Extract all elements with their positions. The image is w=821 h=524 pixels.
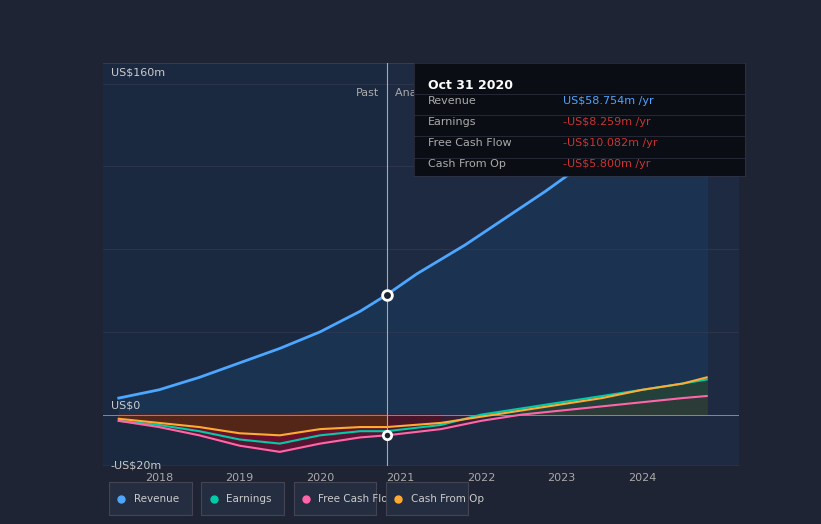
Text: 2019: 2019 bbox=[226, 473, 254, 483]
Text: Earnings: Earnings bbox=[226, 494, 272, 504]
Bar bbox=[103, 63, 387, 466]
Text: Revenue: Revenue bbox=[428, 96, 476, 106]
Text: Cash From Op: Cash From Op bbox=[410, 494, 484, 504]
Text: Oct 31 2020: Oct 31 2020 bbox=[428, 79, 512, 92]
Text: Revenue: Revenue bbox=[134, 494, 179, 504]
Text: 2020: 2020 bbox=[306, 473, 334, 483]
Text: 2024: 2024 bbox=[628, 473, 657, 483]
Text: Free Cash Flow: Free Cash Flow bbox=[428, 138, 511, 148]
Text: -US$8.259m /yr: -US$8.259m /yr bbox=[563, 117, 651, 127]
Text: US$160m: US$160m bbox=[111, 68, 165, 78]
Text: 2023: 2023 bbox=[548, 473, 576, 483]
Text: -US$20m: -US$20m bbox=[111, 460, 162, 470]
Text: -US$10.082m /yr: -US$10.082m /yr bbox=[563, 138, 658, 148]
Text: Free Cash Flow: Free Cash Flow bbox=[319, 494, 397, 504]
Text: Earnings: Earnings bbox=[428, 117, 476, 127]
Text: US$0: US$0 bbox=[111, 400, 140, 410]
Text: US$58.754m /yr: US$58.754m /yr bbox=[563, 96, 654, 106]
Text: Past: Past bbox=[355, 88, 378, 97]
Text: Cash From Op: Cash From Op bbox=[428, 159, 506, 169]
Text: Analysts Forecasts: Analysts Forecasts bbox=[395, 88, 498, 97]
Text: -US$5.800m /yr: -US$5.800m /yr bbox=[563, 159, 651, 169]
Bar bbox=[387, 63, 739, 466]
Text: 2018: 2018 bbox=[144, 473, 173, 483]
Text: 2021: 2021 bbox=[387, 473, 415, 483]
Text: 2022: 2022 bbox=[467, 473, 495, 483]
